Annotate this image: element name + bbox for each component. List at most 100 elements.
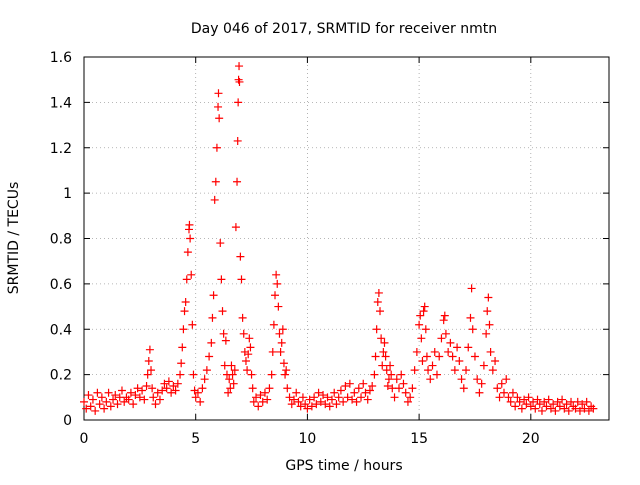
data-point <box>493 384 502 393</box>
data-point <box>196 397 205 406</box>
data-point <box>200 375 209 384</box>
data-point <box>511 402 520 411</box>
data-point <box>167 388 176 397</box>
data-point <box>231 223 240 232</box>
data-point <box>457 375 466 384</box>
data-point <box>205 352 214 361</box>
data-point <box>115 393 124 402</box>
data-point <box>462 366 471 375</box>
data-point <box>143 370 152 379</box>
data-point <box>540 397 549 406</box>
data-point <box>392 375 401 384</box>
data-point <box>352 397 361 406</box>
data-point <box>142 381 151 390</box>
data-point <box>419 307 428 316</box>
data-point <box>330 388 339 397</box>
data-point <box>153 388 162 397</box>
data-point <box>546 404 555 413</box>
data-point <box>226 384 235 393</box>
data-point <box>440 311 449 320</box>
data-point <box>361 388 370 397</box>
data-point <box>448 352 457 361</box>
grid <box>83 56 609 421</box>
data-point <box>418 357 427 366</box>
data-point <box>202 366 211 375</box>
data-point <box>278 325 287 334</box>
data-point <box>290 395 298 404</box>
data-point <box>180 307 189 316</box>
chart-title: Day 046 of 2017, SRMTID for receiver nmt… <box>191 21 497 37</box>
data-point <box>482 329 491 338</box>
data-point <box>589 404 598 413</box>
data-point <box>126 388 135 397</box>
data-point <box>267 370 276 379</box>
data-point <box>221 336 230 345</box>
data-point <box>422 352 431 361</box>
data-point <box>483 307 492 316</box>
data-point <box>359 379 368 388</box>
data-point <box>187 270 196 279</box>
y-tick-label: 0.2 <box>50 368 72 384</box>
data-point <box>235 77 244 86</box>
data-point <box>294 397 303 406</box>
y-tick-label: 0.4 <box>50 322 72 338</box>
data-point <box>424 366 433 375</box>
data-point <box>303 404 312 413</box>
data-point <box>229 379 238 388</box>
data-point <box>182 275 191 284</box>
data-point <box>241 357 250 366</box>
data-point <box>371 352 380 361</box>
data-point <box>268 347 277 356</box>
data-point <box>254 402 263 411</box>
data-point <box>504 393 513 402</box>
data-point <box>370 370 379 379</box>
data-point <box>193 388 202 397</box>
data-point <box>247 370 256 379</box>
data-point <box>305 395 314 404</box>
data-point <box>513 393 522 402</box>
data-point <box>310 393 319 402</box>
data-point <box>282 366 291 375</box>
data-point <box>453 343 462 352</box>
data-point <box>307 402 316 411</box>
data-point <box>260 388 269 397</box>
data-point <box>283 384 292 393</box>
data-point <box>517 404 526 413</box>
data-point <box>323 393 332 402</box>
data-point <box>403 397 412 406</box>
data-point <box>191 393 200 402</box>
data-point <box>91 406 100 415</box>
data-point <box>336 386 345 395</box>
data-point <box>526 402 535 411</box>
x-axis-label: GPS time / hours <box>285 458 402 474</box>
data-point <box>455 357 464 366</box>
data-point <box>277 338 286 347</box>
x-tick-label: 0 <box>80 431 89 447</box>
data-point <box>399 379 408 388</box>
data-point <box>82 404 91 413</box>
data-point <box>397 370 406 379</box>
data-point <box>263 395 272 404</box>
data-point <box>276 347 285 356</box>
y-tick-label: 1 <box>63 186 72 202</box>
data-point <box>381 352 390 361</box>
data-point <box>388 384 397 393</box>
data-point <box>185 220 194 229</box>
data-point <box>133 384 142 393</box>
data-point <box>151 400 160 409</box>
data-point <box>486 347 495 356</box>
data-point <box>520 395 529 404</box>
y-tick-label: 1.2 <box>50 141 72 157</box>
data-point <box>138 386 147 395</box>
data-point <box>383 381 392 390</box>
data-point <box>415 320 424 329</box>
data-point <box>215 114 224 123</box>
ticks <box>83 56 609 421</box>
data-point <box>109 395 118 404</box>
data-point <box>188 320 197 329</box>
data-point <box>177 359 186 368</box>
data-point <box>497 379 506 388</box>
data-point <box>432 370 441 379</box>
data-point <box>466 313 475 322</box>
data-point <box>145 345 154 354</box>
